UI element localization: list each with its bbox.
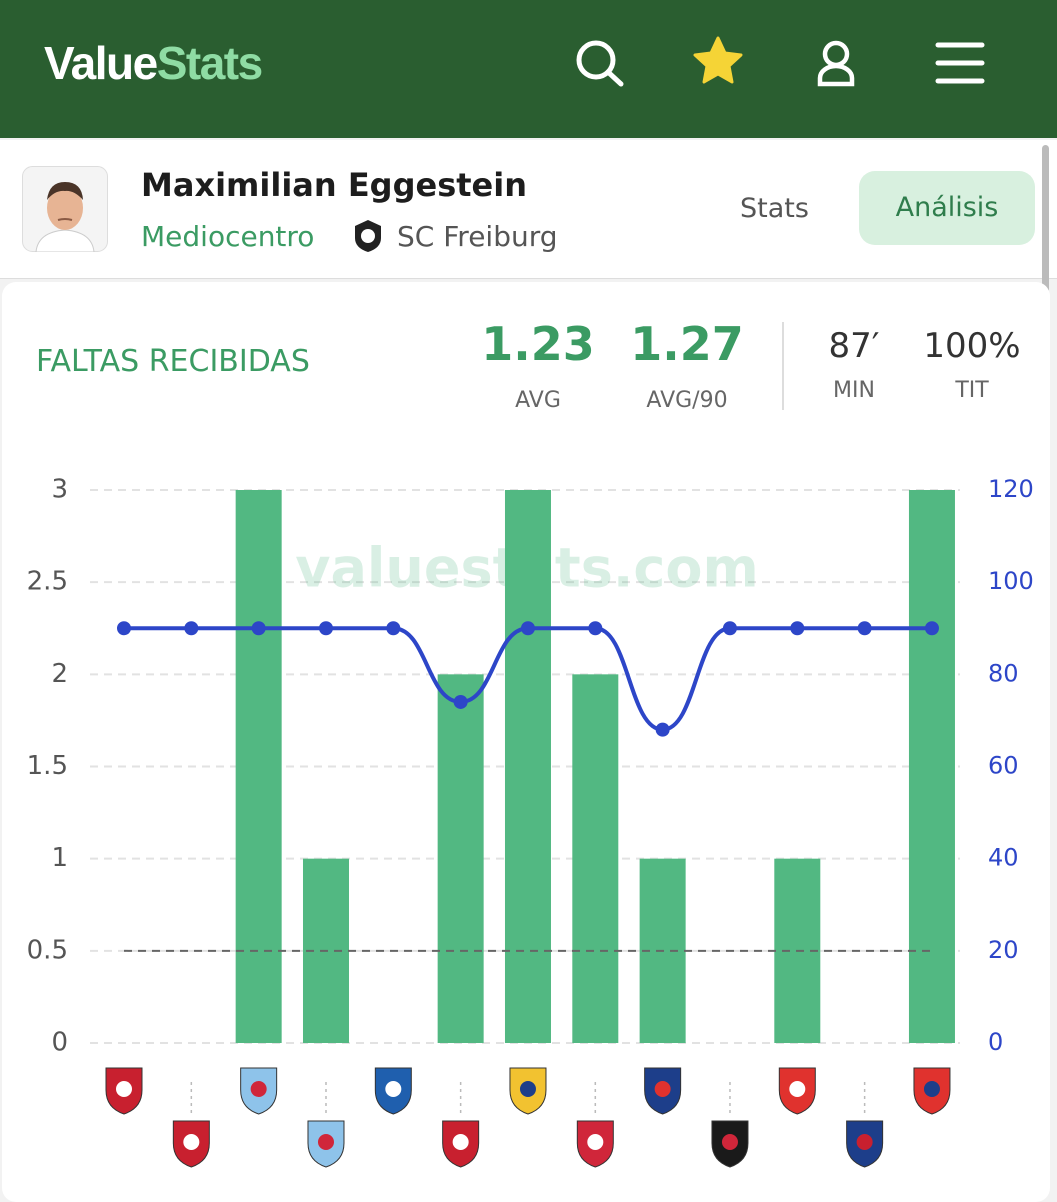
bar	[908, 490, 955, 1043]
brand-first: Value	[44, 37, 158, 89]
stat-value: 1.27	[630, 317, 744, 371]
stat-value: 87′	[828, 326, 880, 366]
team-logo	[509, 1067, 547, 1115]
logo-emblem	[923, 1081, 940, 1097]
y-tick-label: 1.5	[27, 751, 68, 781]
brand-second: Stats	[156, 37, 263, 89]
logo-emblem	[654, 1081, 671, 1097]
team-logo	[778, 1067, 816, 1115]
y2-tick-label: 20	[988, 936, 1019, 964]
y2-tick-label: 80	[988, 659, 1019, 687]
stat-label: TIT	[955, 378, 989, 403]
club-crest	[355, 220, 381, 252]
y-tick-label: 2	[51, 659, 68, 689]
y-tick-label: 2.5	[27, 567, 68, 597]
stat-value: 100%	[923, 326, 1021, 366]
y-tick-label: 0.5	[27, 935, 68, 965]
player-photo	[22, 166, 108, 252]
line-point	[924, 621, 939, 636]
logo-emblem	[317, 1134, 334, 1150]
y-tick-label: 3	[51, 475, 68, 505]
stat-label: MIN	[833, 378, 875, 403]
line-point	[184, 621, 199, 636]
team-logo	[442, 1120, 480, 1168]
logo-emblem	[452, 1134, 469, 1150]
line-point	[588, 621, 603, 636]
logo-emblem	[116, 1081, 132, 1097]
team-logo	[576, 1120, 614, 1168]
bar	[235, 490, 282, 1043]
club-name: SC Freiburg	[397, 220, 558, 253]
tab-active[interactable]: Análisis	[859, 171, 1035, 245]
line-point	[520, 621, 535, 636]
brand[interactable]: ValueStats	[44, 36, 263, 90]
user-icon[interactable]	[817, 40, 855, 87]
team-logo	[240, 1067, 278, 1115]
top-bar: ValueStats	[0, 0, 1057, 138]
player-name: Maximilian Eggestein	[141, 166, 527, 204]
y-tick-label: 1	[51, 843, 68, 873]
y2-tick-label: 100	[988, 567, 1034, 595]
bar	[504, 490, 551, 1043]
line-point	[453, 694, 468, 709]
line-point	[722, 621, 737, 636]
team-logo	[172, 1120, 210, 1168]
team-logo	[105, 1067, 143, 1115]
stat-value: 1.23	[481, 317, 595, 371]
team-logo	[846, 1120, 884, 1168]
y-tick-label: 0	[51, 1028, 68, 1058]
tab[interactable]: Stats	[740, 193, 809, 224]
logo-emblem	[183, 1134, 200, 1150]
line-point	[790, 621, 805, 636]
team-logo	[307, 1120, 345, 1168]
y2-tick-label: 60	[988, 752, 1019, 780]
favorite-icon[interactable]	[693, 36, 743, 84]
team-logo	[711, 1120, 749, 1168]
line-point	[251, 621, 266, 636]
logo-emblem	[250, 1081, 267, 1097]
line-point	[857, 621, 872, 636]
logo-emblem	[856, 1134, 873, 1150]
stat-label: AVG	[515, 388, 561, 413]
team-logo	[913, 1067, 951, 1115]
y2-tick-label: 120	[988, 475, 1034, 503]
line-point	[386, 621, 401, 636]
team-logo	[644, 1067, 682, 1115]
logo-emblem	[587, 1134, 604, 1150]
bar	[437, 674, 484, 1043]
menu-icon[interactable]	[935, 42, 985, 84]
player-card: Maximilian Eggestein Mediocentro SC Frei…	[0, 140, 1057, 279]
logo-emblem	[519, 1081, 536, 1097]
logo-emblem	[789, 1081, 806, 1097]
logo-emblem	[385, 1081, 402, 1097]
icons	[576, 36, 985, 87]
line-point	[655, 722, 670, 737]
divider	[782, 322, 784, 410]
line-point	[318, 621, 333, 636]
bar	[572, 674, 619, 1043]
y2-tick-label: 0	[988, 1028, 1003, 1056]
stat-label: AVG/90	[646, 388, 728, 413]
logo-emblem	[721, 1134, 738, 1150]
line-point	[117, 621, 131, 636]
search-icon[interactable]	[576, 40, 624, 87]
chart-title: FALTAS RECIBIDAS	[36, 344, 310, 379]
player-position: Mediocentro	[141, 220, 315, 253]
y2-tick-label: 40	[988, 844, 1019, 872]
team-logo	[374, 1067, 412, 1115]
